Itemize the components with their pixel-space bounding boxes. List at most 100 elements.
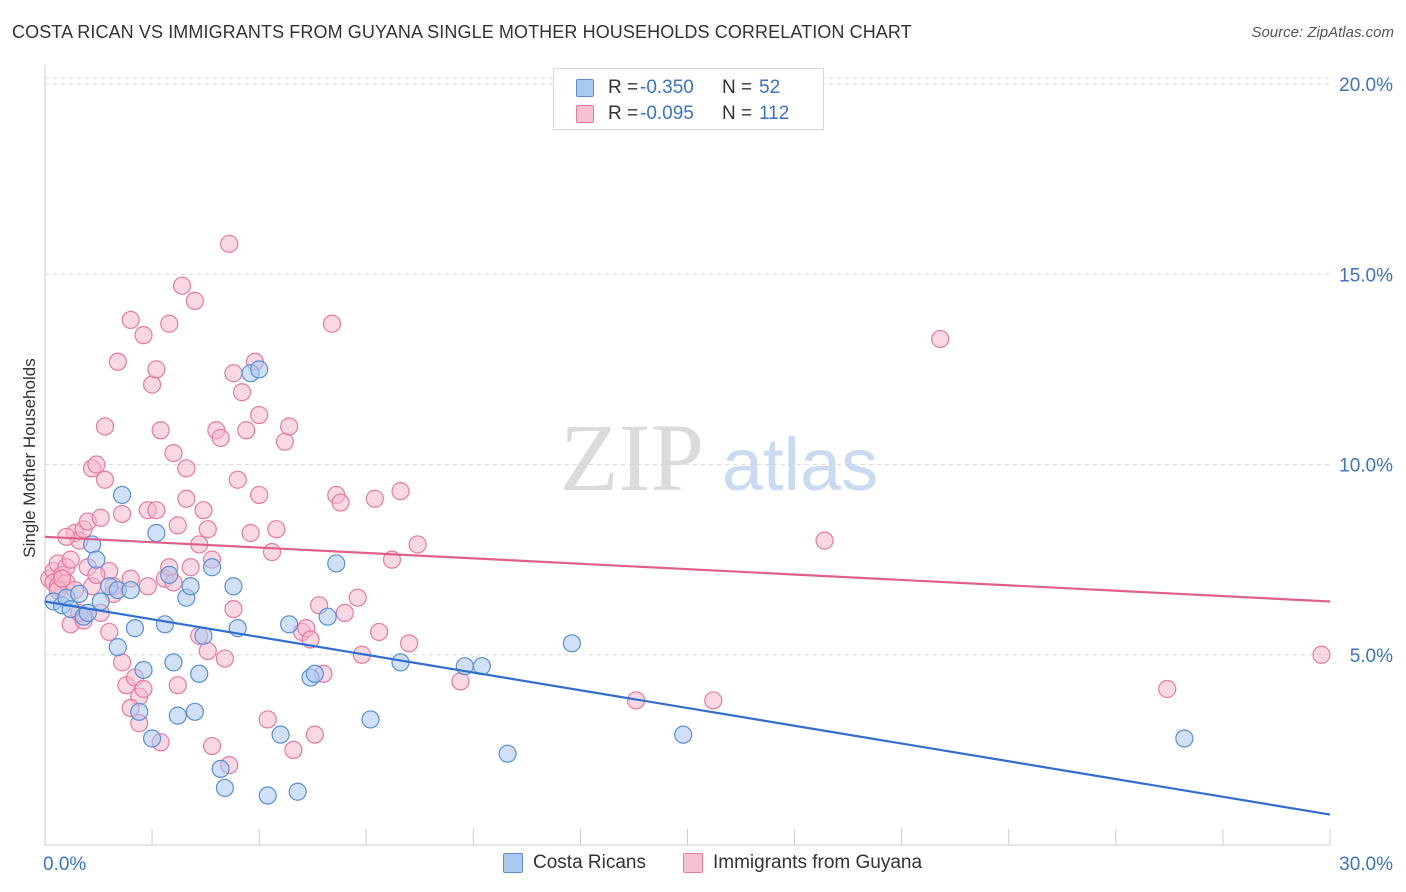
data-point-costa-ricans bbox=[121, 580, 140, 600]
data-point-guyana bbox=[95, 470, 115, 489]
data-point-costa-ricans bbox=[288, 782, 307, 801]
data-point-costa-ricans bbox=[305, 664, 324, 683]
legend-item-costa-ricans[interactable]: Costa Ricans bbox=[503, 852, 646, 874]
data-point-costa-ricans bbox=[91, 592, 110, 611]
trend-line-costa-ricans bbox=[44, 600, 1331, 816]
data-point-guyana bbox=[258, 710, 277, 729]
data-point-guyana bbox=[305, 725, 324, 744]
legend-r-label: R = bbox=[608, 77, 639, 98]
data-point-guyana bbox=[177, 489, 196, 508]
data-point-guyana bbox=[198, 520, 217, 539]
y-tick-label: 20.0% bbox=[1339, 75, 1393, 96]
data-point-guyana bbox=[250, 405, 269, 425]
legend-swatch-pink bbox=[683, 853, 703, 873]
data-point-guyana bbox=[284, 740, 303, 759]
data-point-costa-ricans bbox=[1175, 729, 1194, 748]
axes-layer bbox=[44, 65, 1331, 846]
data-point-guyana bbox=[391, 482, 410, 501]
legend-r-value: -0.095 bbox=[640, 103, 694, 124]
data-point-guyana bbox=[181, 558, 200, 577]
legend-n-label: N = bbox=[722, 103, 753, 124]
data-point-costa-ricans bbox=[164, 653, 183, 672]
data-point-guyana bbox=[172, 276, 192, 295]
trend-layer bbox=[44, 535, 1331, 816]
data-point-guyana bbox=[95, 417, 115, 436]
data-point-guyana bbox=[112, 504, 132, 524]
data-point-guyana bbox=[408, 535, 427, 554]
data-point-guyana bbox=[100, 622, 119, 642]
legend-row-guyana: R = -0.095 N = 112 bbox=[576, 103, 789, 125]
data-point-costa-ricans bbox=[562, 634, 581, 653]
data-point-costa-ricans bbox=[160, 565, 179, 584]
data-point-guyana bbox=[262, 542, 282, 562]
data-point-guyana bbox=[185, 291, 205, 311]
data-point-costa-ricans bbox=[168, 706, 187, 725]
data-point-guyana bbox=[202, 736, 222, 756]
data-point-costa-ricans bbox=[258, 786, 277, 805]
data-point-guyana bbox=[370, 622, 389, 642]
data-point-guyana bbox=[194, 501, 213, 520]
data-point-guyana bbox=[112, 653, 132, 672]
legend-r-label: R = bbox=[608, 103, 639, 124]
data-point-costa-ricans bbox=[215, 778, 234, 798]
data-point-costa-ricans bbox=[674, 725, 693, 744]
data-point-costa-ricans bbox=[87, 550, 106, 569]
legend-swatch-blue bbox=[576, 79, 594, 97]
data-point-guyana bbox=[168, 516, 187, 535]
legend-swatch-blue bbox=[503, 853, 523, 873]
data-point-guyana bbox=[160, 314, 179, 333]
source-label: Source: ZipAtlas.com bbox=[1251, 24, 1394, 41]
legend-row-costa-ricans: R = -0.350 N = 52 bbox=[576, 77, 780, 99]
data-point-costa-ricans bbox=[190, 664, 209, 683]
data-point-guyana bbox=[267, 520, 286, 539]
data-point-guyana bbox=[177, 459, 196, 478]
data-point-guyana bbox=[147, 360, 166, 379]
data-point-costa-ricans bbox=[318, 607, 337, 626]
data-point-costa-ricans bbox=[134, 660, 153, 680]
y-axis-label: Single Mother Households bbox=[20, 358, 39, 558]
data-point-costa-ricans bbox=[327, 554, 346, 573]
data-point-guyana bbox=[134, 326, 153, 345]
legend-item-guyana[interactable]: Immigrants from Guyana bbox=[683, 852, 922, 874]
data-point-costa-ricans bbox=[112, 485, 132, 505]
data-point-guyana bbox=[275, 432, 294, 451]
legend-r-value: -0.350 bbox=[640, 77, 694, 98]
watermark-zip: ZIP bbox=[560, 404, 704, 511]
data-point-guyana bbox=[399, 634, 419, 653]
data-point-costa-ricans bbox=[70, 584, 89, 603]
legend-swatch-pink bbox=[576, 105, 594, 123]
correlation-legend: R = -0.350 N = 52 R = -0.095 N = 112 bbox=[553, 68, 824, 130]
data-point-guyana bbox=[1312, 645, 1331, 664]
data-point-costa-ricans bbox=[185, 702, 205, 721]
series-legend: Costa Ricans Immigrants from Guyana bbox=[0, 852, 1406, 878]
data-point-guyana bbox=[220, 234, 239, 253]
data-point-costa-ricans bbox=[224, 577, 243, 596]
legend-n-label: N = bbox=[722, 77, 753, 98]
data-point-guyana bbox=[87, 455, 106, 474]
data-point-costa-ricans bbox=[202, 558, 222, 577]
data-point-guyana bbox=[704, 691, 723, 710]
data-point-costa-ricans bbox=[181, 577, 200, 596]
data-point-guyana bbox=[168, 676, 187, 695]
y-tick-label: 5.0% bbox=[1350, 646, 1393, 667]
data-point-guyana bbox=[228, 470, 247, 489]
data-point-costa-ricans bbox=[130, 702, 149, 721]
data-point-guyana bbox=[1158, 679, 1177, 699]
data-point-guyana bbox=[215, 649, 234, 668]
data-point-guyana bbox=[164, 443, 183, 463]
data-point-guyana bbox=[335, 603, 354, 623]
y-tick-label: 10.0% bbox=[1339, 456, 1393, 477]
data-point-costa-ricans bbox=[211, 759, 230, 779]
data-point-guyana bbox=[198, 641, 217, 661]
data-point-guyana bbox=[451, 672, 470, 691]
data-point-guyana bbox=[224, 364, 243, 383]
data-point-costa-ricans bbox=[155, 615, 175, 634]
data-point-costa-ricans bbox=[147, 523, 166, 543]
y-tick-label: 15.0% bbox=[1339, 265, 1393, 286]
data-point-guyana bbox=[53, 569, 72, 588]
legend-n-value: 112 bbox=[759, 103, 790, 124]
legend-n-value: 52 bbox=[759, 77, 781, 98]
data-point-costa-ricans bbox=[361, 710, 380, 729]
data-point-guyana bbox=[232, 383, 252, 402]
data-point-guyana bbox=[237, 421, 256, 440]
